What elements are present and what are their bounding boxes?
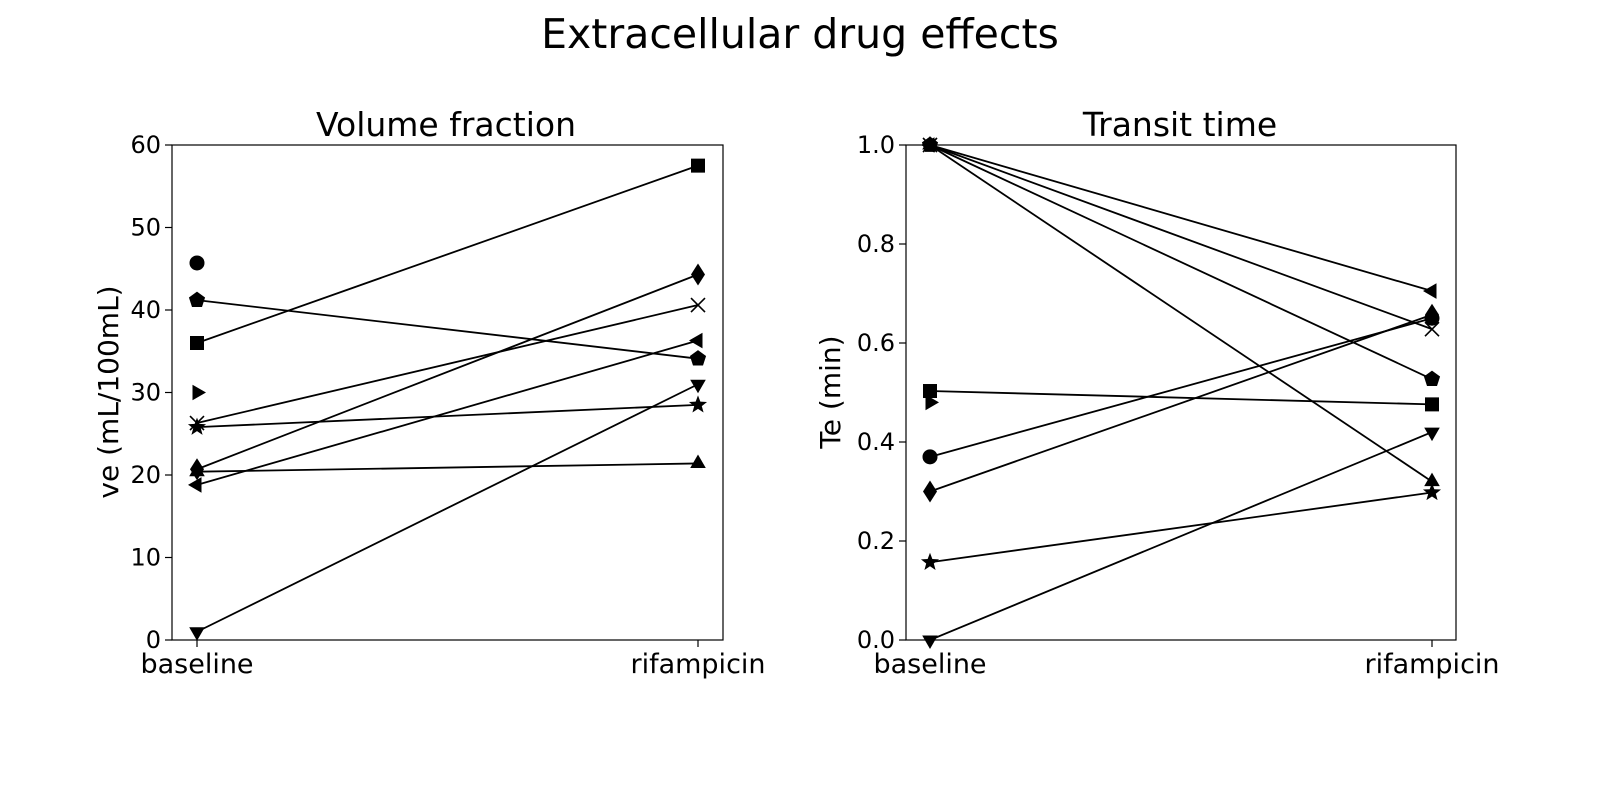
x-tick-label: rifampicin bbox=[1364, 649, 1499, 680]
plot-marks bbox=[920, 136, 1442, 649]
y-tick-label: 20 bbox=[130, 461, 161, 489]
data-point-star bbox=[187, 417, 207, 435]
data-point-triangle-down bbox=[189, 627, 205, 641]
series-line bbox=[929, 144, 1433, 292]
data-point-pentagon bbox=[188, 291, 206, 307]
series-line bbox=[196, 273, 699, 471]
data-point-diamond bbox=[1425, 303, 1439, 326]
data-point-triangle-left bbox=[1423, 283, 1437, 299]
data-point-triangle-up bbox=[189, 462, 205, 477]
data-point-triangle-right bbox=[925, 394, 939, 411]
panel-title: Transit time bbox=[1082, 105, 1277, 144]
y-tick-label: 0 bbox=[146, 626, 161, 654]
series-line bbox=[196, 462, 699, 473]
data-point-triangle-up bbox=[690, 454, 706, 468]
y-tick-label: 0.4 bbox=[857, 428, 895, 456]
plot-area bbox=[171, 144, 724, 641]
data-point-triangle-left bbox=[188, 477, 202, 493]
series-line bbox=[929, 390, 1433, 406]
y-axis: 0.0 0.2 0.4 0.6 0.8 1.0 bbox=[857, 131, 906, 654]
data-point-star bbox=[920, 552, 940, 570]
series-line bbox=[196, 164, 699, 344]
series-line bbox=[196, 403, 699, 429]
data-point-pentagon bbox=[1423, 370, 1441, 387]
data-point-circle bbox=[189, 255, 205, 271]
data-point-x bbox=[1424, 321, 1440, 337]
y-axis-label: ve (mL/100mL) bbox=[92, 285, 125, 498]
x-tick-label: rifampicin bbox=[630, 649, 765, 680]
data-point-triangle-left bbox=[689, 332, 703, 349]
series-line bbox=[929, 144, 1433, 380]
data-point-triangle-down bbox=[1424, 427, 1440, 442]
data-point-diamond bbox=[691, 263, 705, 286]
data-point-square bbox=[923, 384, 937, 399]
data-point-triangle-up bbox=[922, 136, 938, 150]
y-tick-label: 30 bbox=[130, 379, 161, 407]
series-line bbox=[196, 299, 699, 360]
series-line bbox=[196, 383, 699, 633]
series-line bbox=[929, 317, 1433, 458]
y-axis: 0 10 20 30 40 50 60 bbox=[130, 131, 172, 654]
series-line bbox=[929, 144, 1433, 330]
data-point-triangle-down bbox=[690, 379, 706, 394]
series-line bbox=[929, 431, 1433, 641]
y-tick-label: 40 bbox=[130, 296, 161, 324]
figure-title: Extracellular drug effects bbox=[541, 10, 1059, 58]
x-axis: baseline rifampicin bbox=[873, 640, 1500, 680]
panel-title: Volume fraction bbox=[316, 105, 576, 144]
y-tick-label: 10 bbox=[130, 544, 161, 572]
data-point-pentagon bbox=[689, 350, 707, 366]
y-tick-label: 0.6 bbox=[857, 329, 895, 357]
transit-time-panel: Transit time Te (min) 0.0 0.2 0.4 0.6 0.8 1.0… bbox=[814, 105, 1500, 680]
y-tick-label: 0.2 bbox=[857, 527, 895, 555]
data-point-square bbox=[1425, 397, 1439, 412]
series-line bbox=[196, 304, 699, 424]
series-line bbox=[929, 144, 1433, 483]
data-point-square bbox=[691, 158, 705, 173]
y-tick-label: 50 bbox=[130, 214, 161, 242]
y-tick-label: 0.0 bbox=[857, 626, 895, 654]
data-point-triangle-up bbox=[1424, 472, 1440, 487]
y-tick-label: 0.8 bbox=[857, 230, 895, 258]
data-point-star bbox=[688, 395, 708, 413]
series-line bbox=[929, 491, 1433, 564]
data-point-x bbox=[690, 297, 706, 313]
series-line bbox=[929, 313, 1433, 493]
y-tick-label: 1.0 bbox=[857, 131, 895, 159]
data-point-star bbox=[1422, 482, 1442, 501]
data-point-diamond bbox=[923, 480, 937, 503]
data-point-square bbox=[190, 336, 204, 350]
x-tick-label: baseline bbox=[873, 649, 986, 680]
x-axis: baseline rifampicin bbox=[140, 640, 766, 680]
data-point-triangle-right bbox=[192, 384, 206, 401]
data-point-circle bbox=[922, 449, 938, 465]
y-tick-label: 60 bbox=[130, 131, 161, 159]
plot-area bbox=[905, 144, 1457, 641]
volume-fraction-panel: Volume fraction ve (mL/100mL) 0 10 20 30 40 5… bbox=[92, 105, 766, 680]
x-tick-label: baseline bbox=[140, 649, 253, 680]
plot-marks bbox=[187, 158, 708, 641]
y-axis-label: Te (min) bbox=[814, 335, 847, 449]
series-line bbox=[196, 339, 699, 486]
